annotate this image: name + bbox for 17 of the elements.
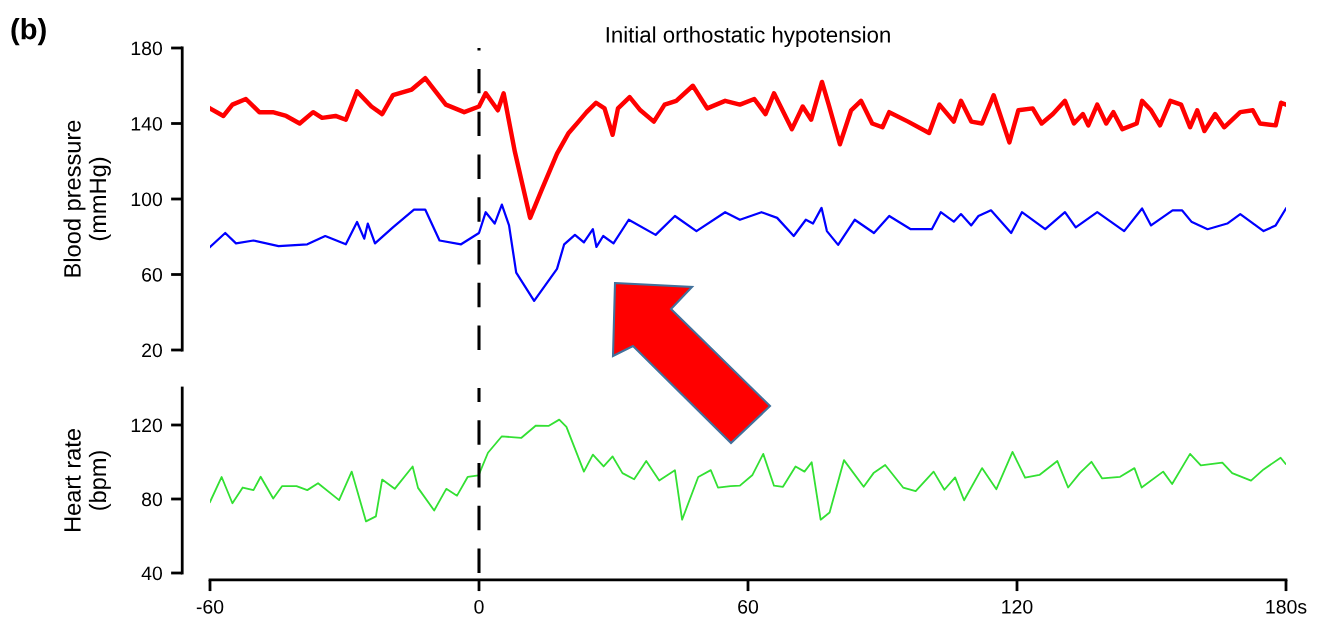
y-tick-label: 100 <box>131 192 163 207</box>
y-tick-label: 180 <box>131 41 163 56</box>
text: (b) <box>11 18 46 46</box>
y-axis-title: Heart rate (bpm) <box>64 429 111 532</box>
x-tick-label: 0 <box>474 599 484 614</box>
x-tick-label: 180s <box>1266 599 1307 614</box>
chart-title: Initial orthostatic hypotension <box>606 26 890 48</box>
y-tick-label: 80 <box>142 492 163 507</box>
x-tick-label: 120 <box>1002 599 1033 614</box>
y-tick-label: 60 <box>142 267 163 282</box>
y-tick-label: 120 <box>131 418 163 433</box>
y-tick-label: 20 <box>142 343 163 358</box>
x-tick-label: 60 <box>738 599 759 614</box>
y-tick-label: 140 <box>131 116 163 131</box>
x-tick-label: -60 <box>196 599 224 614</box>
y-tick-label: 40 <box>141 566 163 581</box>
y-axis-title: Blood pressure (mmHg) <box>63 120 111 277</box>
